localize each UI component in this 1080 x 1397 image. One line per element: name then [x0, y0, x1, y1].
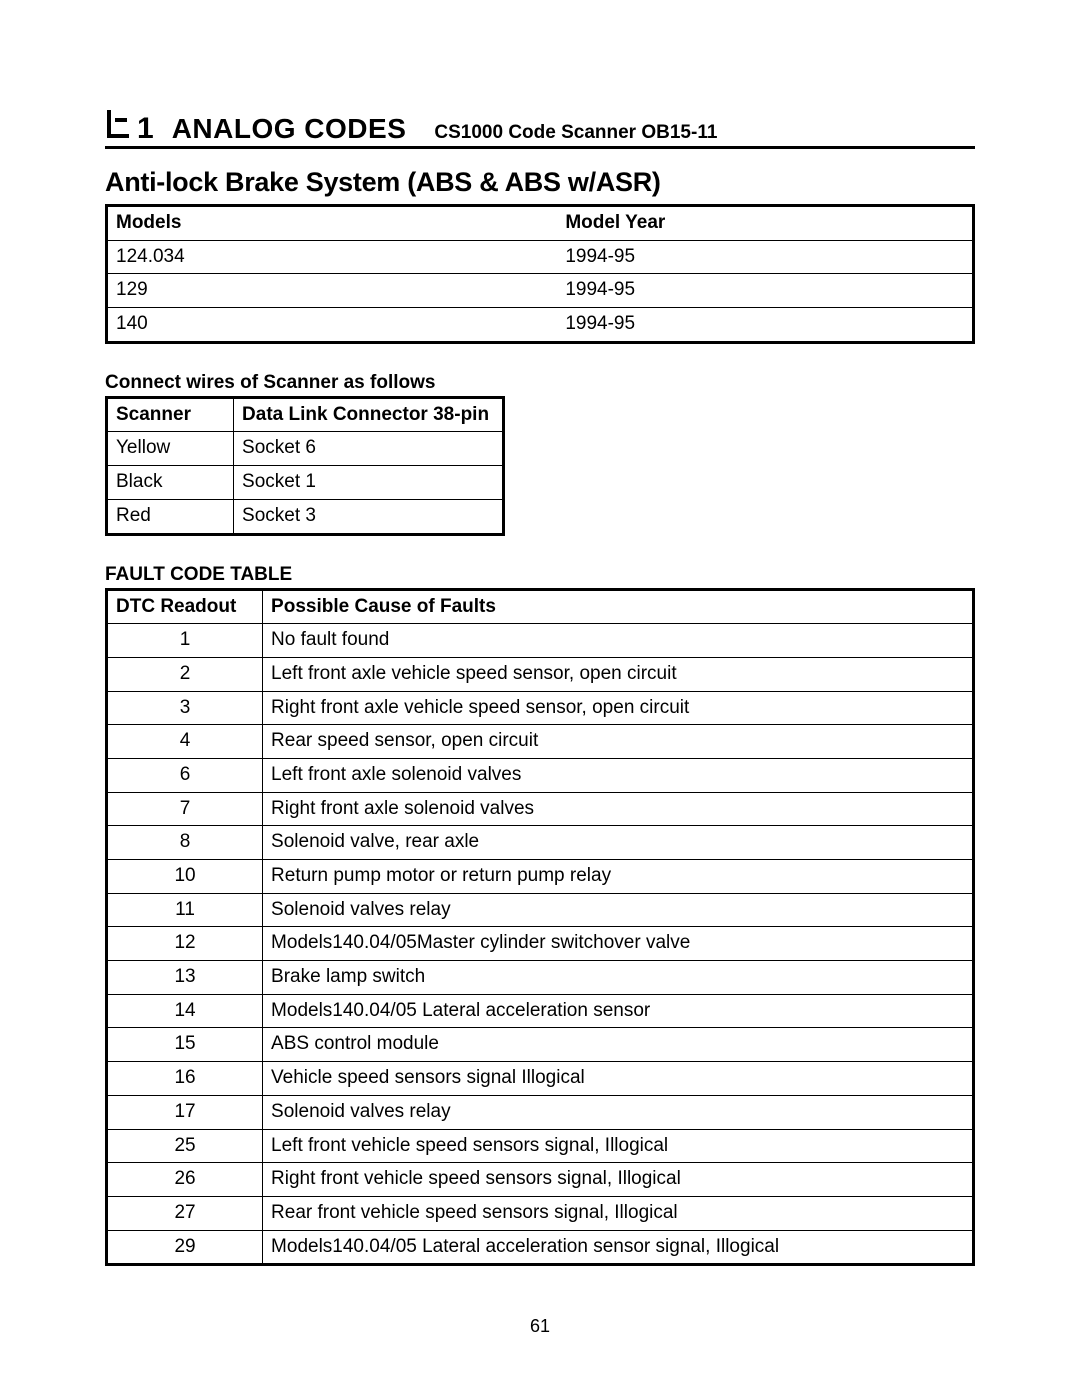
fault-cause-cell: No fault found: [263, 624, 974, 658]
table-header-row: Scanner Data Link Connector 38-pin: [107, 397, 504, 432]
connect-wires-caption: Connect wires of Scanner as follows: [105, 372, 975, 394]
fault-cause-cell: Left front vehicle speed sensors signal,…: [263, 1129, 974, 1163]
model-year-header: Model Year: [557, 206, 973, 241]
scanner-label: CS1000 Code Scanner OB15-11: [434, 123, 717, 142]
model-year-cell: 1994-95: [557, 274, 973, 308]
table-row: 10Return pump motor or return pump relay: [107, 860, 974, 894]
fault-cause-cell: Solenoid valve, rear axle: [263, 826, 974, 860]
table-row: 15ABS control module: [107, 1028, 974, 1062]
fault-cause-cell: Solenoid valves relay: [263, 893, 974, 927]
fault-cause-cell: Right front axle solenoid valves: [263, 792, 974, 826]
table-row: 3Right front axle vehicle speed sensor, …: [107, 691, 974, 725]
dtc-code-cell: 11: [107, 893, 263, 927]
model-year-cell: 1994-95: [557, 240, 973, 274]
section-number: 1: [137, 114, 154, 144]
model-year-cell: 1994-95: [557, 308, 973, 343]
fault-cause-cell: Rear front vehicle speed sensors signal,…: [263, 1196, 974, 1230]
table-row: 1No fault found: [107, 624, 974, 658]
fault-cause-cell: Left front axle vehicle speed sensor, op…: [263, 657, 974, 691]
fault-cause-cell: Return pump motor or return pump relay: [263, 860, 974, 894]
table-row: 16Vehicle speed sensors signal Illogical: [107, 1062, 974, 1096]
fault-cause-cell: Models140.04/05 Lateral acceleration sen…: [263, 1230, 974, 1265]
table-row: 17Solenoid valves relay: [107, 1095, 974, 1129]
dtc-code-cell: 3: [107, 691, 263, 725]
fault-cause-cell: Left front axle solenoid valves: [263, 758, 974, 792]
dtc-code-cell: 6: [107, 758, 263, 792]
model-cell: 129: [107, 274, 558, 308]
table-row: 1401994-95: [107, 308, 974, 343]
table-row: 26Right front vehicle speed sensors sign…: [107, 1163, 974, 1197]
table-row: 25Left front vehicle speed sensors signa…: [107, 1129, 974, 1163]
model-cell: 124.034: [107, 240, 558, 274]
table-row: BlackSocket 1: [107, 466, 504, 500]
dlc-socket-cell: Socket 6: [234, 432, 504, 466]
dtc-code-cell: 8: [107, 826, 263, 860]
fault-cause-cell: Solenoid valves relay: [263, 1095, 974, 1129]
dtc-code-cell: 29: [107, 1230, 263, 1265]
table-row: 27Rear front vehicle speed sensors signa…: [107, 1196, 974, 1230]
table-row: 8Solenoid valve, rear axle: [107, 826, 974, 860]
table-row: 13Brake lamp switch: [107, 961, 974, 995]
dtc-code-cell: 7: [107, 792, 263, 826]
table-row: YellowSocket 6: [107, 432, 504, 466]
dtc-code-cell: 2: [107, 657, 263, 691]
table-row: 1291994-95: [107, 274, 974, 308]
models-table: Models Model Year 124.0341994-951291994-…: [105, 204, 975, 344]
fault-cause-cell: Right front vehicle speed sensors signal…: [263, 1163, 974, 1197]
table-row: 29Models140.04/05 Lateral acceleration s…: [107, 1230, 974, 1265]
model-cell: 140: [107, 308, 558, 343]
dtc-code-cell: 4: [107, 725, 263, 759]
section-header: 1 ANALOG CODES CS1000 Code Scanner OB15-…: [105, 110, 975, 149]
dtc-code-cell: 13: [107, 961, 263, 995]
fault-cause-cell: Right front axle vehicle speed sensor, o…: [263, 691, 974, 725]
dlc-socket-cell: Socket 1: [234, 466, 504, 500]
dtc-readout-header: DTC Readout: [107, 589, 263, 624]
fault-cause-cell: Brake lamp switch: [263, 961, 974, 995]
scanner-color-header: Scanner: [107, 397, 234, 432]
fault-cause-cell: Models140.04/05Master cylinder switchove…: [263, 927, 974, 961]
dlc-header: Data Link Connector 38-pin: [234, 397, 504, 432]
section-title: ANALOG CODES: [172, 115, 407, 143]
models-header: Models: [107, 206, 558, 241]
table-row: 6Left front axle solenoid valves: [107, 758, 974, 792]
fault-cause-cell: Models140.04/05 Lateral acceleration sen…: [263, 994, 974, 1028]
scanner-color-cell: Red: [107, 499, 234, 534]
dtc-code-cell: 12: [107, 927, 263, 961]
table-row: 12Models140.04/05Master cylinder switcho…: [107, 927, 974, 961]
fault-code-table: DTC Readout Possible Cause of Faults 1No…: [105, 588, 975, 1267]
scanner-color-cell: Black: [107, 466, 234, 500]
dtc-code-cell: 16: [107, 1062, 263, 1096]
table-header-row: DTC Readout Possible Cause of Faults: [107, 589, 974, 624]
dtc-code-cell: 15: [107, 1028, 263, 1062]
dlc-socket-cell: Socket 3: [234, 499, 504, 534]
table-row: 7Right front axle solenoid valves: [107, 792, 974, 826]
fault-cause-cell: ABS control module: [263, 1028, 974, 1062]
table-header-row: Models Model Year: [107, 206, 974, 241]
table-row: RedSocket 3: [107, 499, 504, 534]
dtc-code-cell: 17: [107, 1095, 263, 1129]
scanner-color-cell: Yellow: [107, 432, 234, 466]
table-row: 124.0341994-95: [107, 240, 974, 274]
table-row: 11Solenoid valves relay: [107, 893, 974, 927]
dtc-code-cell: 14: [107, 994, 263, 1028]
dtc-code-cell: 25: [107, 1129, 263, 1163]
section-icon: [105, 110, 131, 144]
table-row: 2Left front axle vehicle speed sensor, o…: [107, 657, 974, 691]
dtc-code-cell: 1: [107, 624, 263, 658]
possible-cause-header: Possible Cause of Faults: [263, 589, 974, 624]
table-row: 14Models140.04/05 Lateral acceleration s…: [107, 994, 974, 1028]
fault-cause-cell: Rear speed sensor, open circuit: [263, 725, 974, 759]
fault-code-caption: FAULT CODE TABLE: [105, 564, 975, 586]
table-row: 4Rear speed sensor, open circuit: [107, 725, 974, 759]
dtc-code-cell: 27: [107, 1196, 263, 1230]
page-number: 61: [0, 1316, 1080, 1337]
dtc-code-cell: 10: [107, 860, 263, 894]
fault-cause-cell: Vehicle speed sensors signal Illogical: [263, 1062, 974, 1096]
wires-table: Scanner Data Link Connector 38-pin Yello…: [105, 396, 505, 536]
subsystem-title: Anti-lock Brake System (ABS & ABS w/ASR): [105, 167, 975, 198]
dtc-code-cell: 26: [107, 1163, 263, 1197]
page: 1 ANALOG CODES CS1000 Code Scanner OB15-…: [0, 0, 1080, 1397]
